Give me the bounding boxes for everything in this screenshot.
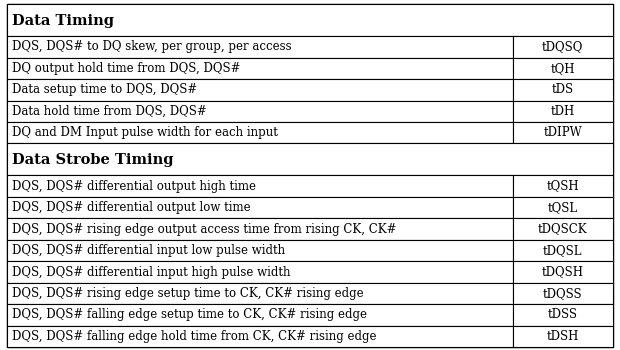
Text: tDH: tDH: [551, 105, 575, 118]
Bar: [513, 100, 613, 122]
Bar: [7, 57, 513, 79]
Bar: [7, 175, 513, 197]
Text: Data setup time to DQS, DQS#: Data setup time to DQS, DQS#: [12, 83, 198, 96]
Text: tDQSH: tDQSH: [542, 266, 583, 279]
Bar: [513, 240, 613, 261]
Text: DQ and DM Input pulse width for each input: DQ and DM Input pulse width for each inp…: [12, 126, 278, 139]
Bar: [513, 283, 613, 304]
Bar: [7, 79, 513, 100]
Text: tQSL: tQSL: [547, 201, 578, 214]
Text: Data hold time from DQS, DQS#: Data hold time from DQS, DQS#: [12, 105, 207, 118]
Bar: [7, 283, 513, 304]
Text: Data Strobe Timing: Data Strobe Timing: [12, 153, 174, 167]
Bar: [513, 218, 613, 240]
Bar: [7, 4, 613, 36]
Text: DQS, DQS# differential output low time: DQS, DQS# differential output low time: [12, 201, 251, 214]
Bar: [7, 100, 513, 122]
Text: DQS, DQS# differential output high time: DQS, DQS# differential output high time: [12, 180, 257, 193]
Text: Data Timing: Data Timing: [12, 14, 115, 28]
Text: tDS: tDS: [552, 83, 574, 96]
Bar: [513, 57, 613, 79]
Bar: [7, 36, 513, 57]
Bar: [513, 122, 613, 144]
Bar: [7, 326, 513, 347]
Text: DQS, DQS# falling edge setup time to CK, CK# rising edge: DQS, DQS# falling edge setup time to CK,…: [12, 308, 368, 322]
Text: tDQSS: tDQSS: [543, 287, 582, 300]
Bar: [7, 197, 513, 218]
Text: DQ output hold time from DQS, DQS#: DQ output hold time from DQS, DQS#: [12, 62, 241, 75]
Bar: [513, 175, 613, 197]
Bar: [513, 197, 613, 218]
Text: DQS, DQS# rising edge output access time from rising CK, CK#: DQS, DQS# rising edge output access time…: [12, 223, 397, 236]
Bar: [513, 36, 613, 57]
Bar: [7, 261, 513, 283]
Text: DQS, DQS# falling edge hold time from CK, CK# rising edge: DQS, DQS# falling edge hold time from CK…: [12, 330, 377, 343]
Text: tQSH: tQSH: [546, 180, 579, 193]
Bar: [7, 144, 613, 175]
Bar: [7, 218, 513, 240]
Bar: [7, 122, 513, 144]
Bar: [513, 304, 613, 326]
Text: tDQSCK: tDQSCK: [538, 223, 588, 236]
Bar: [513, 261, 613, 283]
Text: DQS, DQS# rising edge setup time to CK, CK# rising edge: DQS, DQS# rising edge setup time to CK, …: [12, 287, 364, 300]
Text: tDSS: tDSS: [547, 308, 578, 322]
Text: tDQSQ: tDQSQ: [542, 40, 583, 53]
Bar: [7, 240, 513, 261]
Text: DQS, DQS# differential input high pulse width: DQS, DQS# differential input high pulse …: [12, 266, 291, 279]
Bar: [513, 79, 613, 100]
Text: tDIPW: tDIPW: [543, 126, 582, 139]
Text: tQH: tQH: [551, 62, 575, 75]
Bar: [7, 304, 513, 326]
Text: DQS, DQS# to DQ skew, per group, per access: DQS, DQS# to DQ skew, per group, per acc…: [12, 40, 292, 53]
Text: DQS, DQS# differential input low pulse width: DQS, DQS# differential input low pulse w…: [12, 244, 286, 257]
Text: tDSH: tDSH: [546, 330, 579, 343]
Bar: [513, 326, 613, 347]
Text: tDQSL: tDQSL: [543, 244, 582, 257]
